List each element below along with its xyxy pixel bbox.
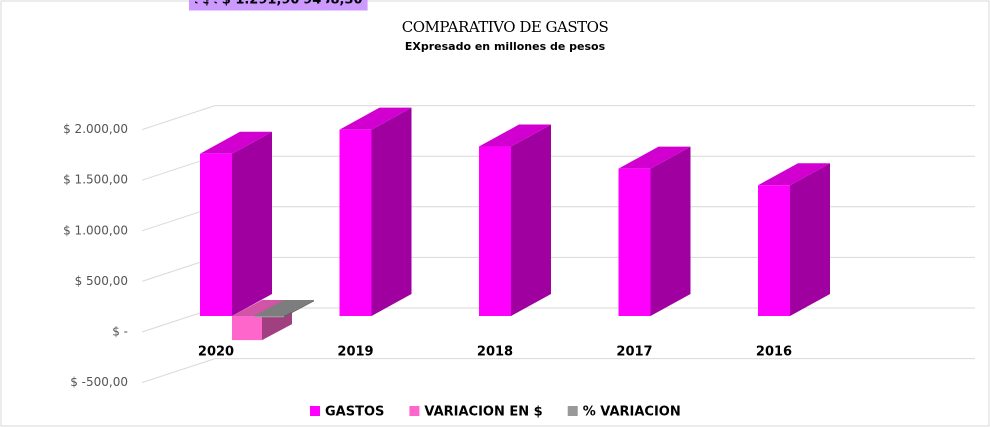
- bar: [200, 153, 232, 316]
- bar-top: [618, 146, 691, 169]
- data-label-box: [216, 0, 305, 11]
- bar: [232, 316, 262, 341]
- x-tick-label: 2018: [477, 345, 513, 360]
- bar-top: [254, 300, 314, 316]
- bar-top: [479, 124, 551, 147]
- grid-line: [141, 105, 216, 131]
- bar-side: [790, 163, 830, 316]
- x-tick-label: 2016: [756, 345, 792, 360]
- bar-side: [284, 300, 314, 318]
- data-label-box: [288, 0, 368, 11]
- bar: [618, 168, 651, 316]
- legend-label: % VARIACION: [583, 405, 681, 420]
- chart-subtitle: EXpresado en millones de pesos: [405, 40, 606, 53]
- data-label: $ 1.291,90: [222, 0, 300, 8]
- x-tick-label: 2020: [198, 345, 234, 360]
- legend-swatch: [310, 406, 320, 416]
- bar: [758, 185, 790, 316]
- bar-side: [232, 131, 272, 316]
- bar-top: [758, 163, 830, 186]
- y-tick-label: $ 1.000,00: [63, 223, 128, 237]
- chart-title: COMPARATIVO DE GASTOS: [402, 18, 609, 36]
- y-tick-label: $ -: [112, 325, 128, 339]
- legend-label: GASTOS: [325, 405, 384, 420]
- bar: [479, 146, 511, 316]
- bar-side: [371, 107, 412, 316]
- y-tick-label: $ 500,00: [75, 274, 128, 288]
- bar-side: [650, 146, 691, 316]
- legend-swatch: [409, 406, 420, 416]
- x-tick-label: 2017: [616, 345, 652, 360]
- x-tick-label: 2019: [337, 345, 373, 360]
- bar-top: [339, 107, 412, 130]
- bar: [339, 129, 372, 316]
- y-tick-label: $ 2.000,00: [63, 122, 128, 136]
- data-label: $ -238,30: [293, 0, 362, 8]
- y-tick-label: $ -500,00: [70, 375, 128, 389]
- bar-top: [200, 131, 272, 154]
- legend-label: VARIACION EN $: [424, 405, 542, 420]
- legend-swatch: [567, 406, 578, 416]
- grid-line: [141, 358, 216, 384]
- y-tick-label: $ 1.500,00: [63, 173, 128, 187]
- bar: [254, 316, 284, 318]
- bar-side: [511, 124, 551, 316]
